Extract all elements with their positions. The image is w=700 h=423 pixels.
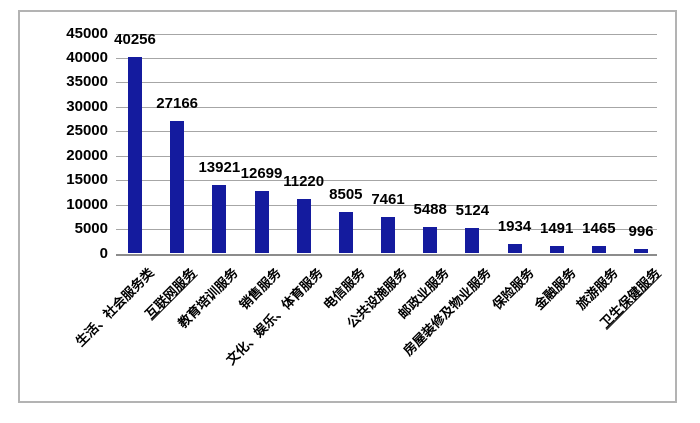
chart-border (18, 10, 677, 403)
value-label: 7461 (371, 191, 405, 209)
bar (634, 248, 649, 254)
value-label: 8505 (329, 185, 363, 203)
value-label: 13921 (198, 159, 241, 177)
category-label: 金融服务 (531, 265, 579, 313)
gridline (116, 58, 657, 60)
y-tick-label: 35000 (66, 73, 108, 91)
y-tick-label: 30000 (66, 97, 108, 115)
bar (591, 246, 606, 254)
bar (423, 226, 438, 254)
category-label: 保险服务 (488, 265, 537, 313)
y-tick-label: 10000 (66, 195, 108, 213)
y-tick-label: 5000 (74, 220, 108, 238)
y-tick-label: 45000 (66, 24, 108, 42)
y-tick-label: 40000 (66, 49, 108, 67)
bar (465, 228, 480, 254)
value-label: 996 (628, 222, 654, 240)
value-label: 12699 (240, 165, 283, 183)
value-label: 40256 (114, 30, 156, 48)
bar (338, 211, 353, 254)
gridline (116, 131, 657, 133)
bar (254, 191, 269, 254)
value-label: 1465 (582, 220, 616, 238)
bar (170, 120, 185, 254)
value-label: 11220 (283, 172, 325, 190)
gridline (116, 155, 657, 157)
value-label: 27166 (156, 94, 199, 112)
gridline (116, 180, 657, 182)
bar (296, 198, 311, 254)
y-tick-label: 20000 (66, 146, 108, 164)
x-axis-line (116, 253, 657, 256)
gridline (116, 82, 657, 84)
value-label: 5488 (413, 200, 447, 218)
bar (212, 185, 227, 254)
value-label: 5124 (455, 202, 490, 220)
value-label: 1491 (540, 220, 574, 238)
y-tick-label: 0 (99, 244, 108, 262)
y-tick-label: 25000 (66, 122, 108, 140)
value-label: 1934 (497, 218, 532, 236)
gridline (116, 106, 657, 108)
bar (128, 56, 142, 254)
bar (381, 217, 396, 254)
gridline (116, 204, 657, 206)
bar (549, 246, 564, 254)
gridline (116, 33, 657, 35)
bar (507, 244, 522, 254)
y-tick-label: 15000 (66, 171, 108, 189)
